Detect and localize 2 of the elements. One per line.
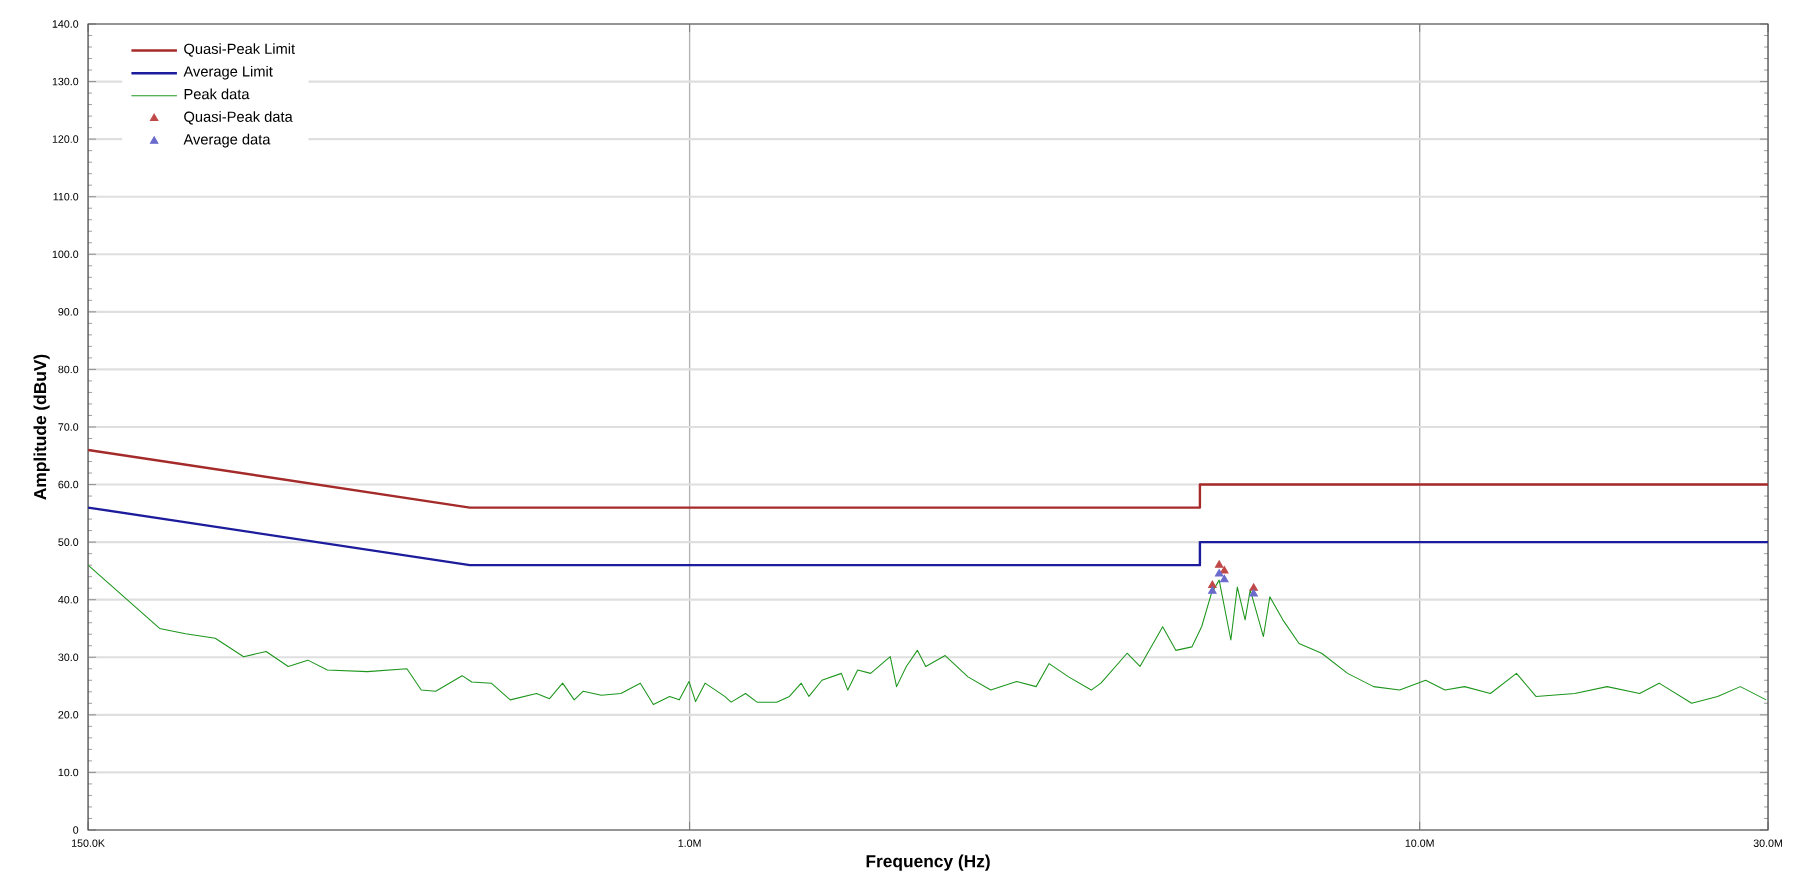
x-axis-title: Frequency (Hz) [866, 854, 990, 871]
y-axis-title: Amplitude (dBuV) [33, 354, 50, 500]
